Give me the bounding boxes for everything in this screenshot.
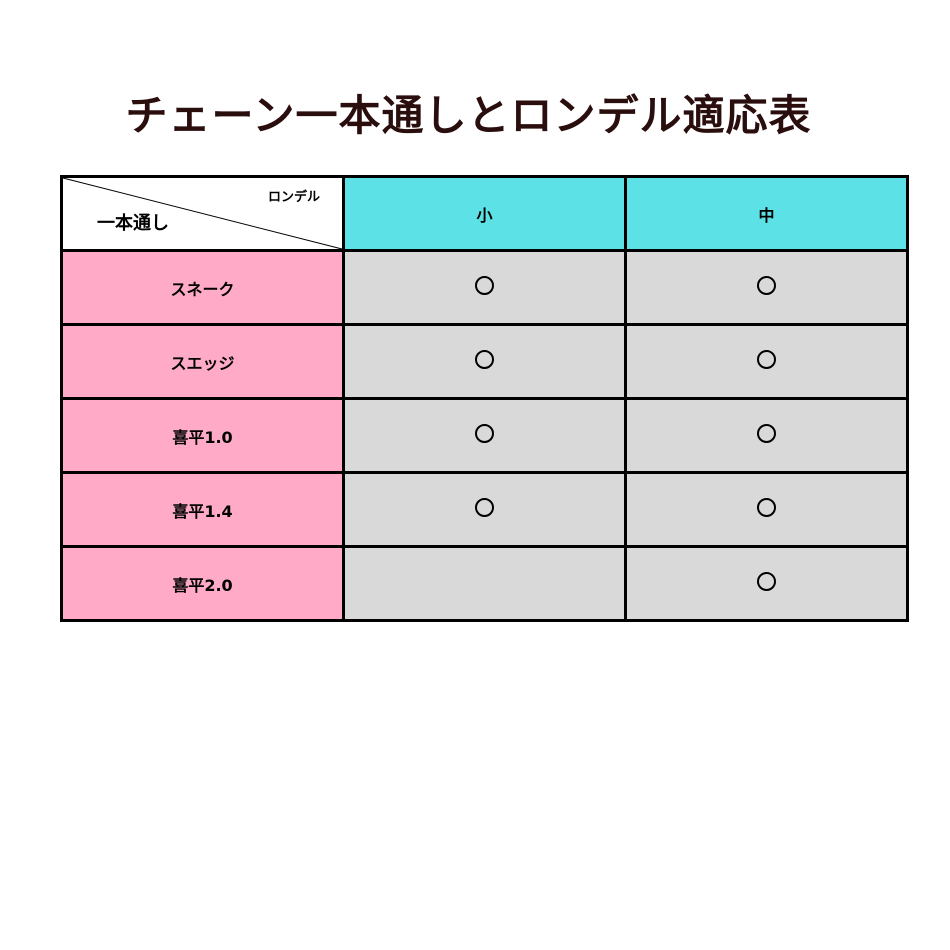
row-header: 喜平1.0	[60, 397, 345, 474]
compatible-circle-icon	[475, 424, 494, 443]
compatible-circle-icon	[475, 498, 494, 517]
compatible-circle-icon	[757, 572, 776, 591]
table-row: 喜平2.0	[60, 545, 909, 622]
table-cell	[342, 545, 627, 622]
table-cell	[624, 249, 909, 326]
table-cell	[624, 471, 909, 548]
compatible-circle-icon	[757, 350, 776, 369]
table-cell	[342, 471, 627, 548]
table-cell	[342, 323, 627, 400]
compatibility-table: ロンデル 一本通し 小 中 スネーク スエッジ 喜平1.0 喜平1.4 喜平2.0	[60, 175, 909, 622]
row-header: スエッジ	[60, 323, 345, 400]
table-row: 喜平1.0	[60, 397, 909, 474]
header-row: ロンデル 一本通し 小 中	[60, 175, 909, 252]
table-row: スネーク	[60, 249, 909, 326]
corner-cell: ロンデル 一本通し	[60, 175, 345, 252]
column-axis-label: ロンデル	[267, 190, 320, 205]
table-cell	[624, 545, 909, 622]
row-axis-label: 一本通し	[97, 213, 169, 234]
compatible-circle-icon	[757, 424, 776, 443]
row-header: スネーク	[60, 249, 345, 326]
column-header: 小	[342, 175, 627, 252]
table-row: 喜平1.4	[60, 471, 909, 548]
page-title: チェーン一本通しとロンデル適応表	[125, 91, 812, 140]
table-cell	[624, 397, 909, 474]
table-cell	[342, 397, 627, 474]
row-header: 喜平2.0	[60, 545, 345, 622]
compatible-circle-icon	[757, 276, 776, 295]
diagonal-line	[62, 177, 343, 250]
table-row: スエッジ	[60, 323, 909, 400]
row-header: 喜平1.4	[60, 471, 345, 548]
compatible-circle-icon	[475, 350, 494, 369]
table-cell	[624, 323, 909, 400]
compatible-circle-icon	[475, 276, 494, 295]
table-cell	[342, 249, 627, 326]
column-header: 中	[624, 175, 909, 252]
compatible-circle-icon	[757, 498, 776, 517]
